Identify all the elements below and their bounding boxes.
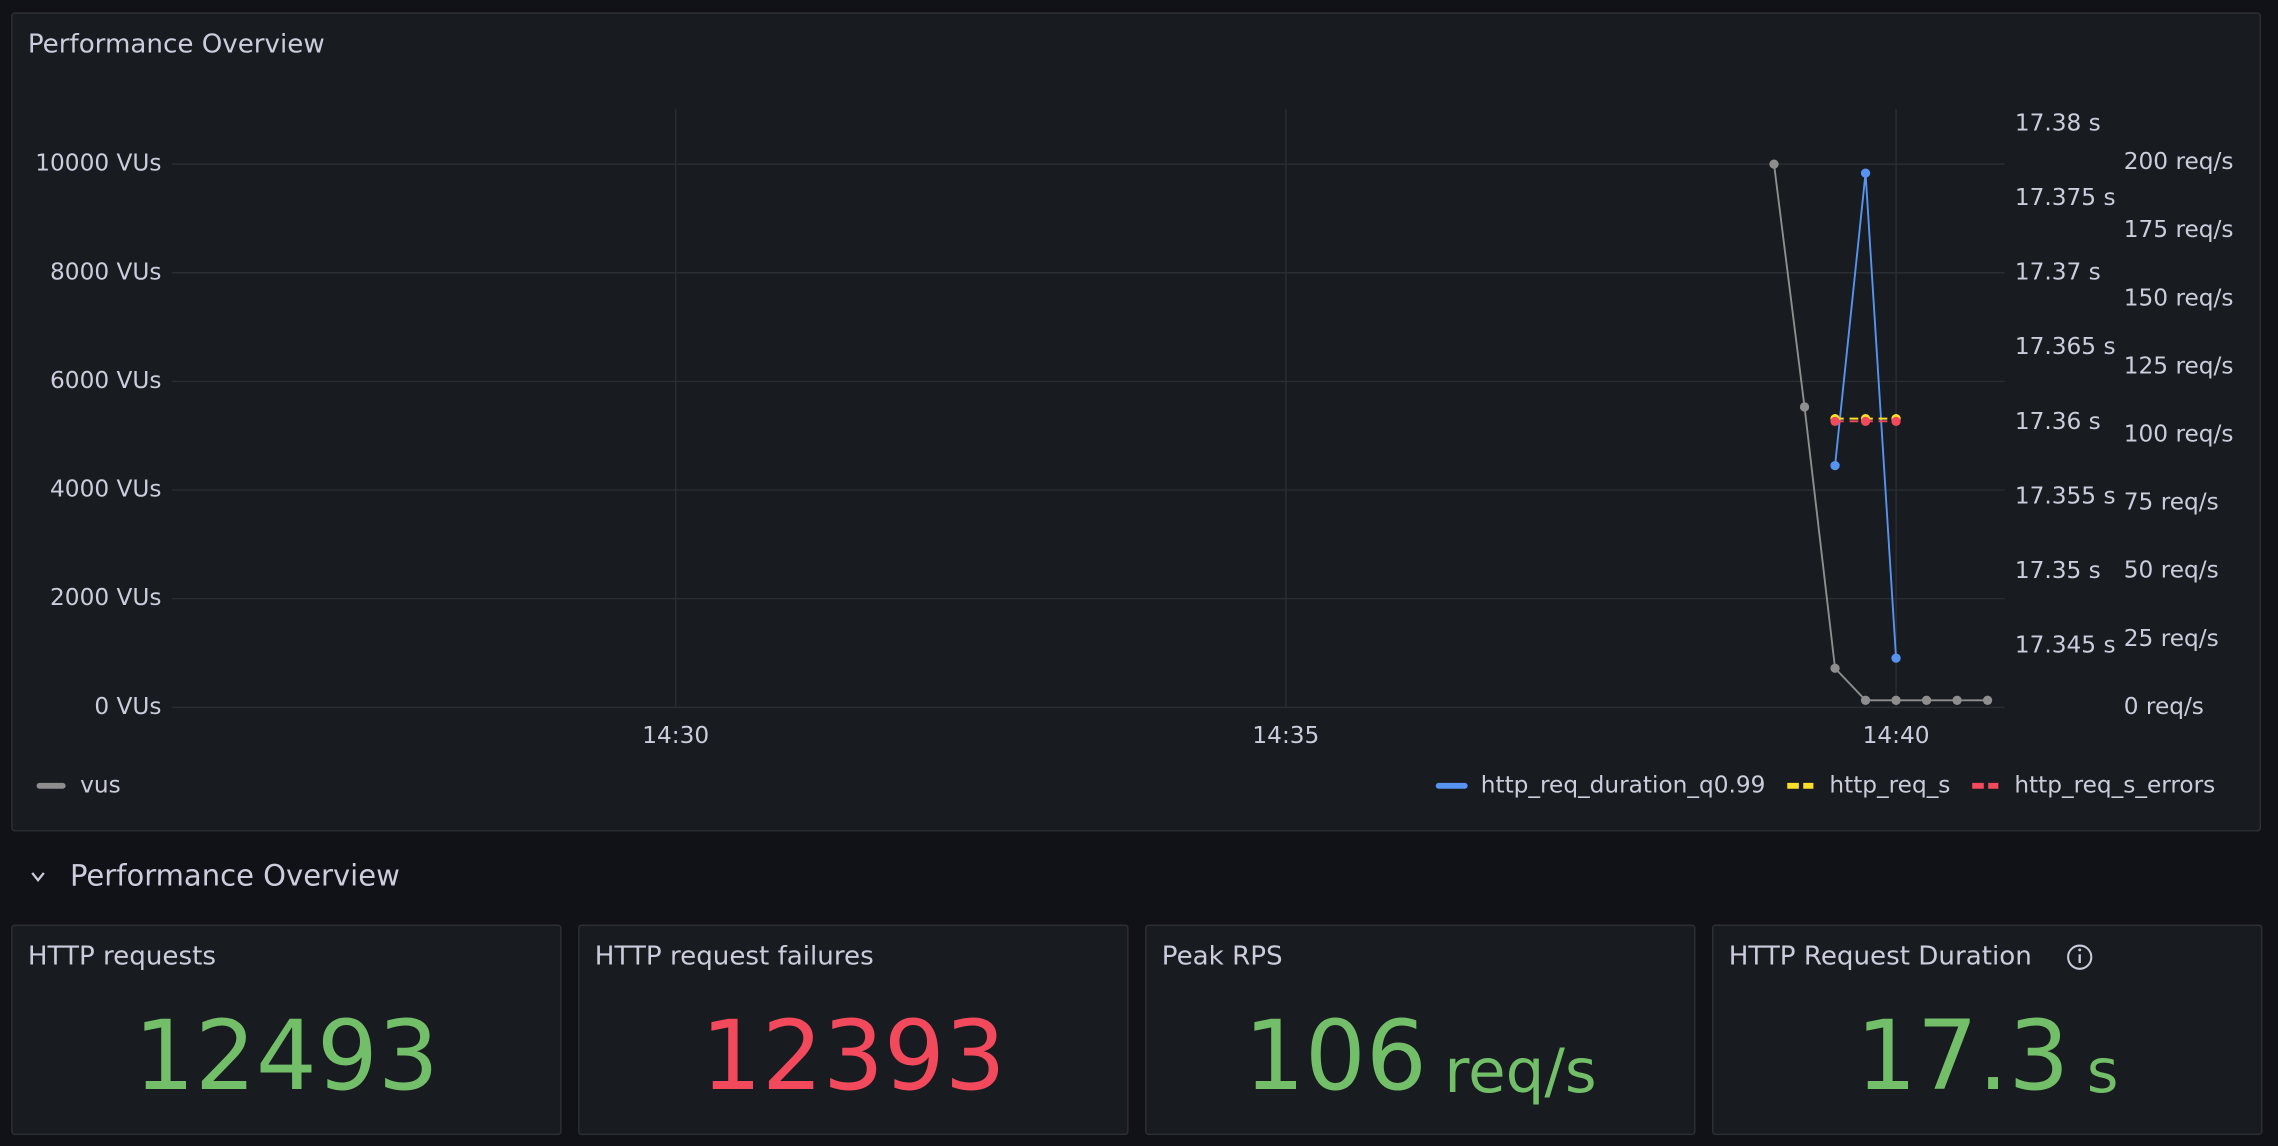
y-tick-label: 0 VUs [94,693,161,720]
legend-item: vus [36,771,121,798]
stats-row: HTTP requests 12493 HTTP request failures 1… [11,924,2263,1136]
panel-title: Performance Overview [28,30,325,60]
y-tick-label: 6000 VUs [50,367,161,394]
collapse-chevron[interactable] [31,872,45,883]
stat-title: HTTP requests [28,942,216,972]
y-tick-label: 17.38 s [2015,109,2101,136]
stat-value: 12393 [701,1001,1006,1113]
y-tick-label: 17.375 s [2015,184,2116,211]
stat-value: 106 req/s [1244,1001,1597,1113]
y-tick-label: 50 req/s [2124,557,2219,584]
y-tick-label: 17.355 s [2015,482,2116,509]
info-icon[interactable] [2067,944,2093,970]
plot: 14:30 14:35 14:40 0 VUs 2000 VUs 4000 VUs 6000… [35,108,2234,798]
stat-number: 106 [1244,1001,1427,1113]
y-tick-label: 8000 VUs [50,258,161,285]
stat-panel: HTTP request failures 12393 [578,924,1129,1136]
data-point [1891,416,1901,427]
y-tick-label: 4000 VUs [50,476,161,503]
stat-panel: Peak RPS 106 req/s [1145,924,1696,1136]
legend-label: http_req_s_errors [2014,771,2215,798]
stat-panel-bg [1712,924,2263,1136]
y-tick-label: 17.345 s [2015,632,2116,659]
stat-number: 12493 [134,1001,439,1113]
data-point [1860,416,1871,427]
legend-label: http_req_duration_q0.99 [1481,771,1766,798]
y-tick-label: 175 req/s [2124,216,2234,243]
data-point [1860,695,1871,705]
stat-unit: s [2087,1035,2119,1106]
data-point [1891,695,1901,705]
y-tick-label: 100 req/s [2124,420,2234,447]
stat-panel-bg [11,924,562,1136]
stat-value: 17.3 s [1856,1001,2119,1113]
data-point [1982,695,1993,705]
y-tick-label: 125 req/s [2124,352,2234,379]
y-tick-label: 17.37 s [2015,259,2101,286]
data-point [1830,663,1840,673]
x-tick-label: 14:40 [1863,722,1930,749]
stat-unit: req/s [1444,1035,1596,1106]
data-point [1830,460,1840,471]
stat-title: HTTP Request Duration [1729,942,2032,972]
legend-item: http_req_duration_q0.99 [1435,771,1766,798]
y-tick-label: 2000 VUs [50,584,161,611]
data-point [1769,159,1779,169]
x-tick-label: 14:35 [1252,722,1319,749]
stat-value: 12493 [134,1001,439,1113]
stat-panel: HTTP Request Duration 17.3 s [1712,924,2263,1136]
legend-item: http_req_s [1787,771,1950,798]
section-title[interactable]: Performance Overview [70,858,400,892]
legend-label: vus [80,771,121,798]
y-tick-label: 17.365 s [2015,333,2116,360]
stat-panel: HTTP requests 12493 [11,924,562,1136]
stat-title: HTTP request failures [595,942,874,972]
series-line [1773,164,1988,702]
x-tick-label: 14:30 [642,722,709,749]
y-tick-label: 25 req/s [2124,625,2219,652]
stat-panel-bg [578,924,1129,1136]
data-point [1921,695,1932,705]
stat-number: 12393 [701,1001,1006,1113]
chart-panel [11,12,2262,832]
y-tick-label: 0 req/s [2124,693,2204,720]
data-point [1860,168,1871,178]
y-tick-label: 17.36 s [2015,408,2101,435]
y-tick-label: 150 req/s [2124,284,2234,311]
y-tick-label: 200 req/s [2124,148,2234,175]
info-icon-dot [2078,948,2082,952]
data-point [1952,695,1962,705]
stat-number: 17.3 [1856,1001,2069,1113]
legend-item: http_req_s_errors [1972,771,2215,798]
stat-panel-bg [1145,924,1696,1136]
legend-label: http_req_s [1829,771,1950,798]
y-tick-label: 75 req/s [2124,489,2219,516]
y-tick-label: 17.35 s [2015,557,2101,584]
data-point [1799,402,1810,412]
data-point [1830,416,1840,427]
stat-title: Peak RPS [1162,942,1283,972]
y-tick-label: 10000 VUs [35,150,161,177]
data-point [1891,653,1901,663]
